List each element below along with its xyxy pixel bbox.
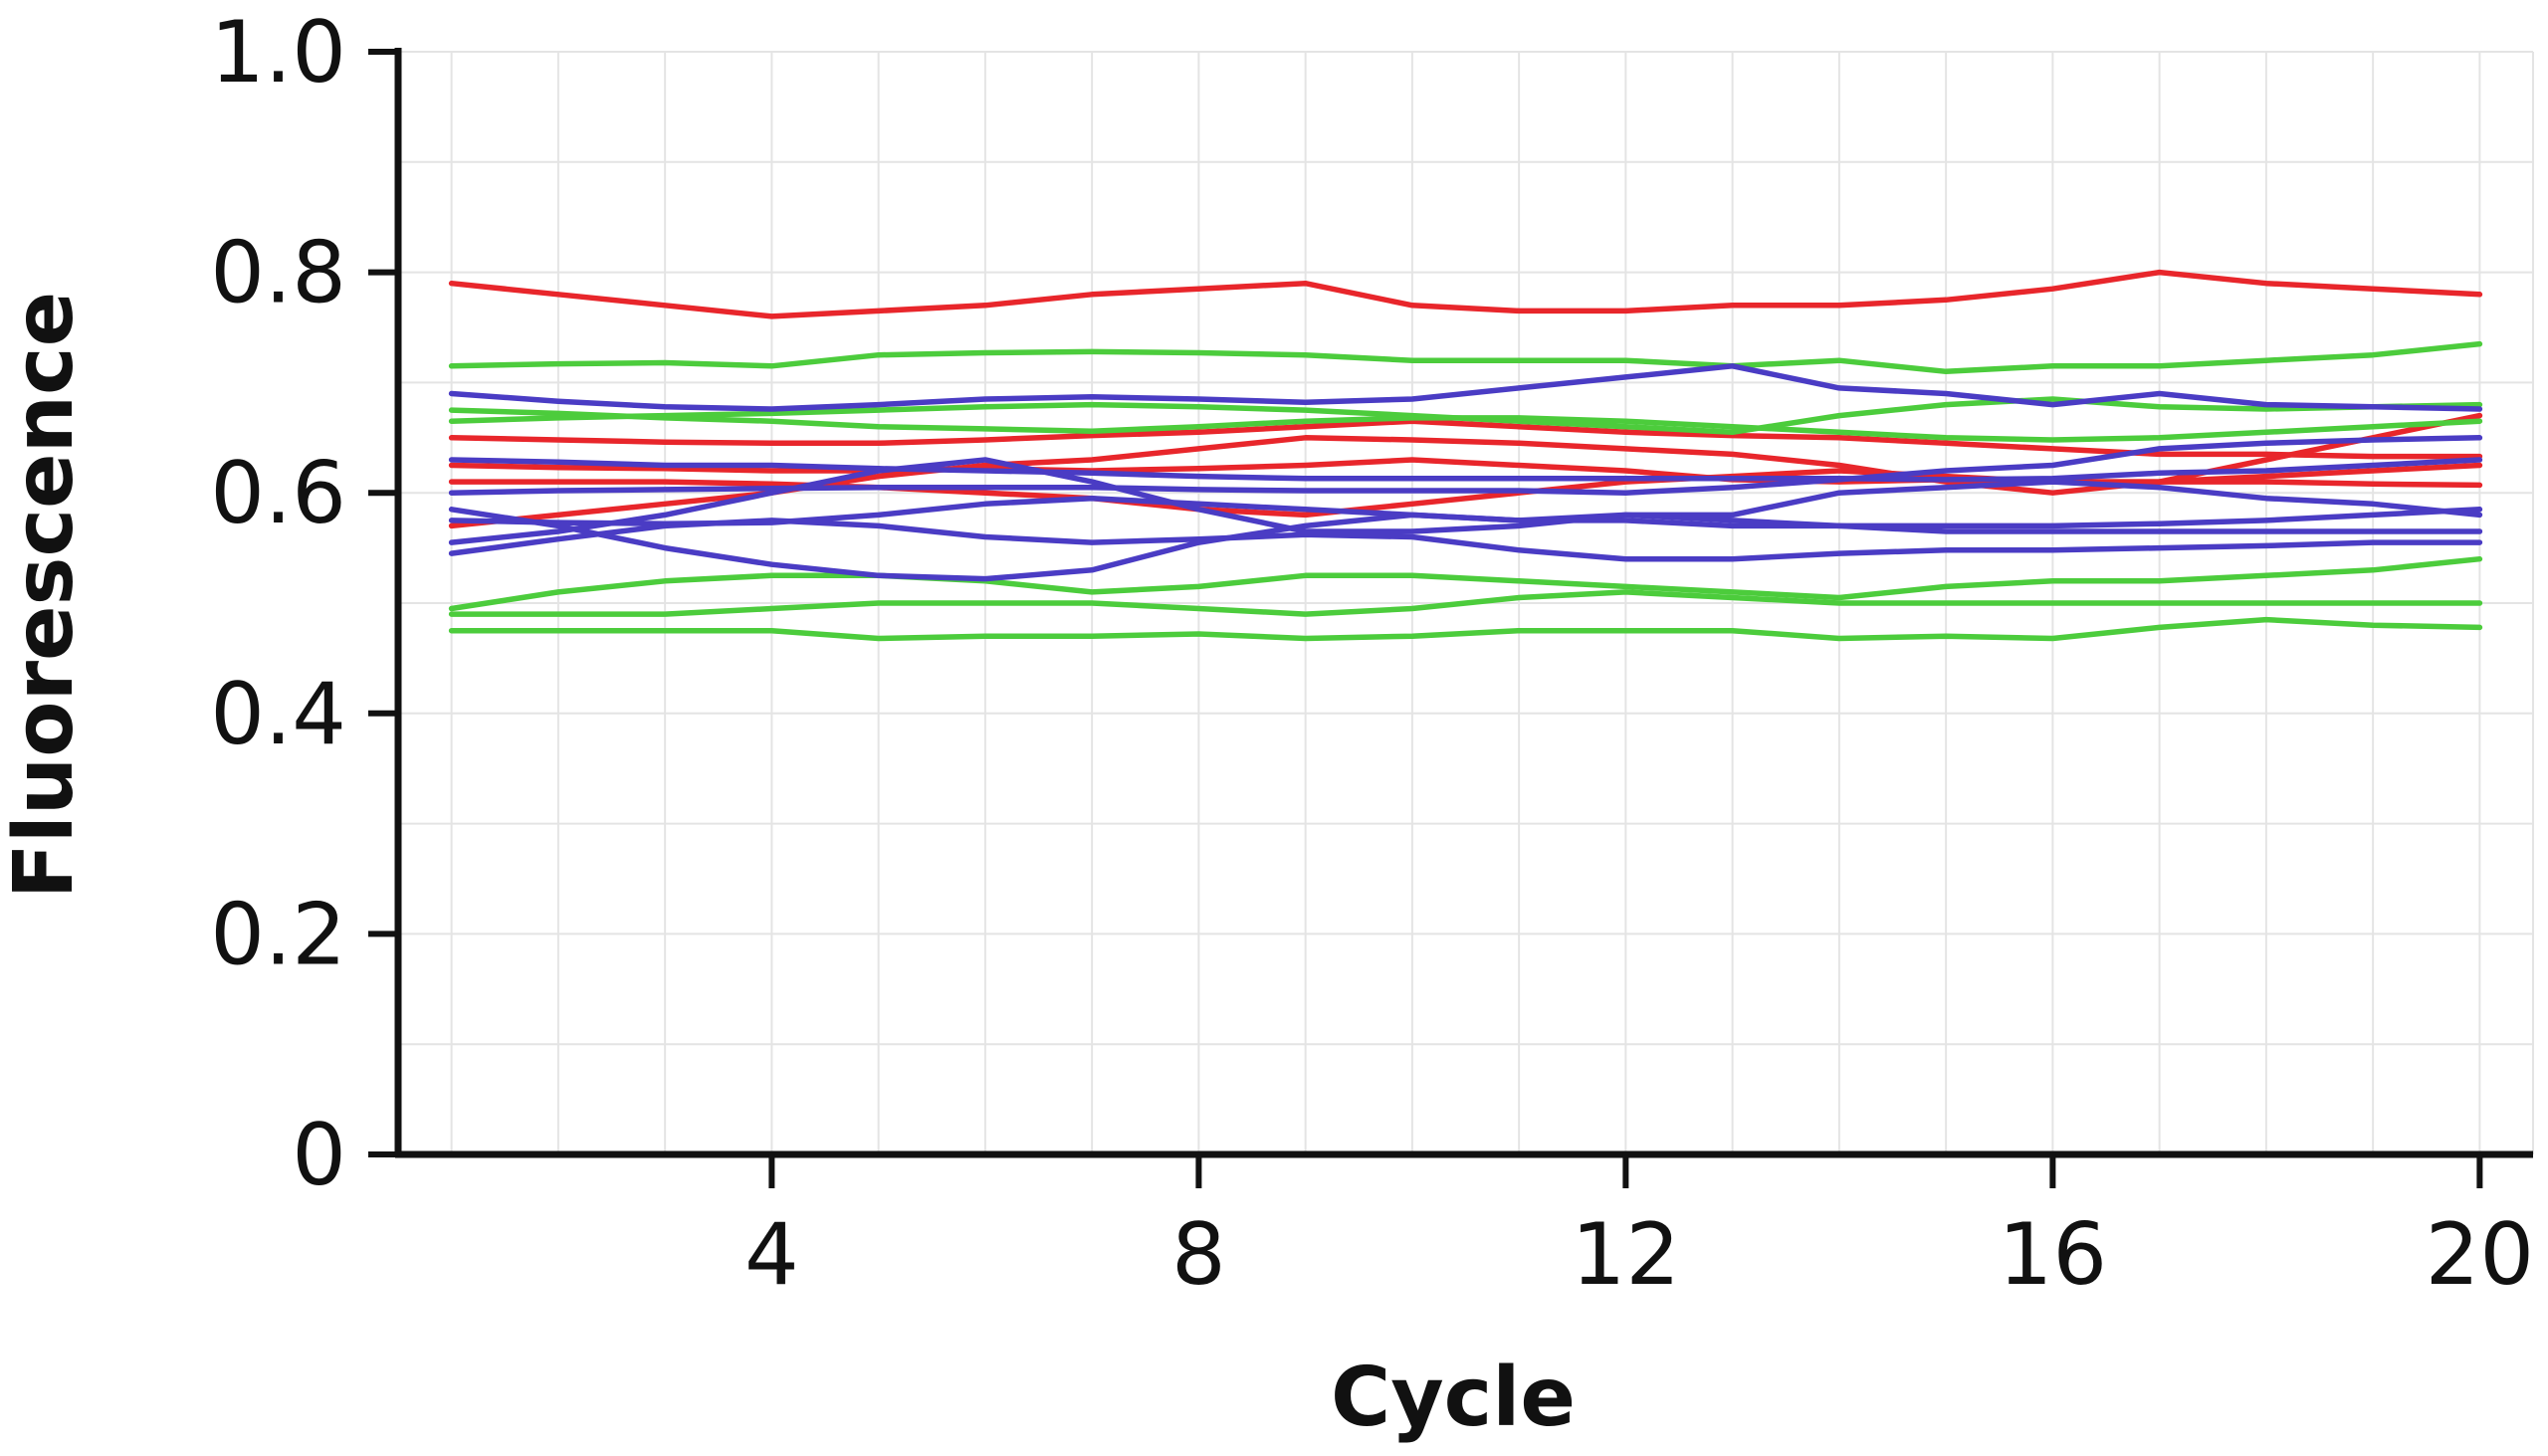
series-line-green-8 [448, 407, 2483, 443]
series-line-blue-13 [448, 457, 2483, 483]
x-tick-label: 16 [1999, 1205, 2107, 1305]
axes-layer [368, 48, 2533, 1188]
y-tick-label: 1.0 [210, 3, 346, 103]
series-line-green-10 [448, 589, 2483, 617]
series-line-green-6 [448, 340, 2483, 375]
x-tick-label: 8 [1171, 1205, 1226, 1305]
x-tick-label: 20 [2426, 1205, 2534, 1305]
y-tick-label: 0.2 [210, 885, 346, 984]
y-axis-title: Fluorescence [0, 292, 92, 900]
labels-layer: 0 0.2 0.4 0.6 0.8 1.0 4 8 12 16 20 [210, 3, 2534, 1305]
series-line-blue-17 [448, 518, 2483, 562]
series-line-blue-12 [448, 363, 2483, 412]
series-line-blue-18 [448, 507, 2483, 582]
series-line-blue-16 [448, 457, 2483, 545]
series-line-green-9 [448, 555, 2483, 612]
series-line-red-1 [448, 269, 2483, 319]
series-line-green-11 [448, 616, 2483, 642]
y-tick-label: 0.4 [210, 665, 346, 764]
y-tick-label: 0.6 [210, 444, 346, 543]
x-tick-label: 12 [1572, 1205, 1680, 1305]
x-axis-title: Cycle [1331, 1351, 1576, 1445]
y-tick-label: 0 [292, 1106, 346, 1205]
y-tick-label: 0.8 [210, 224, 346, 323]
x-tick-label: 4 [744, 1205, 799, 1305]
series-layer [448, 269, 2483, 642]
